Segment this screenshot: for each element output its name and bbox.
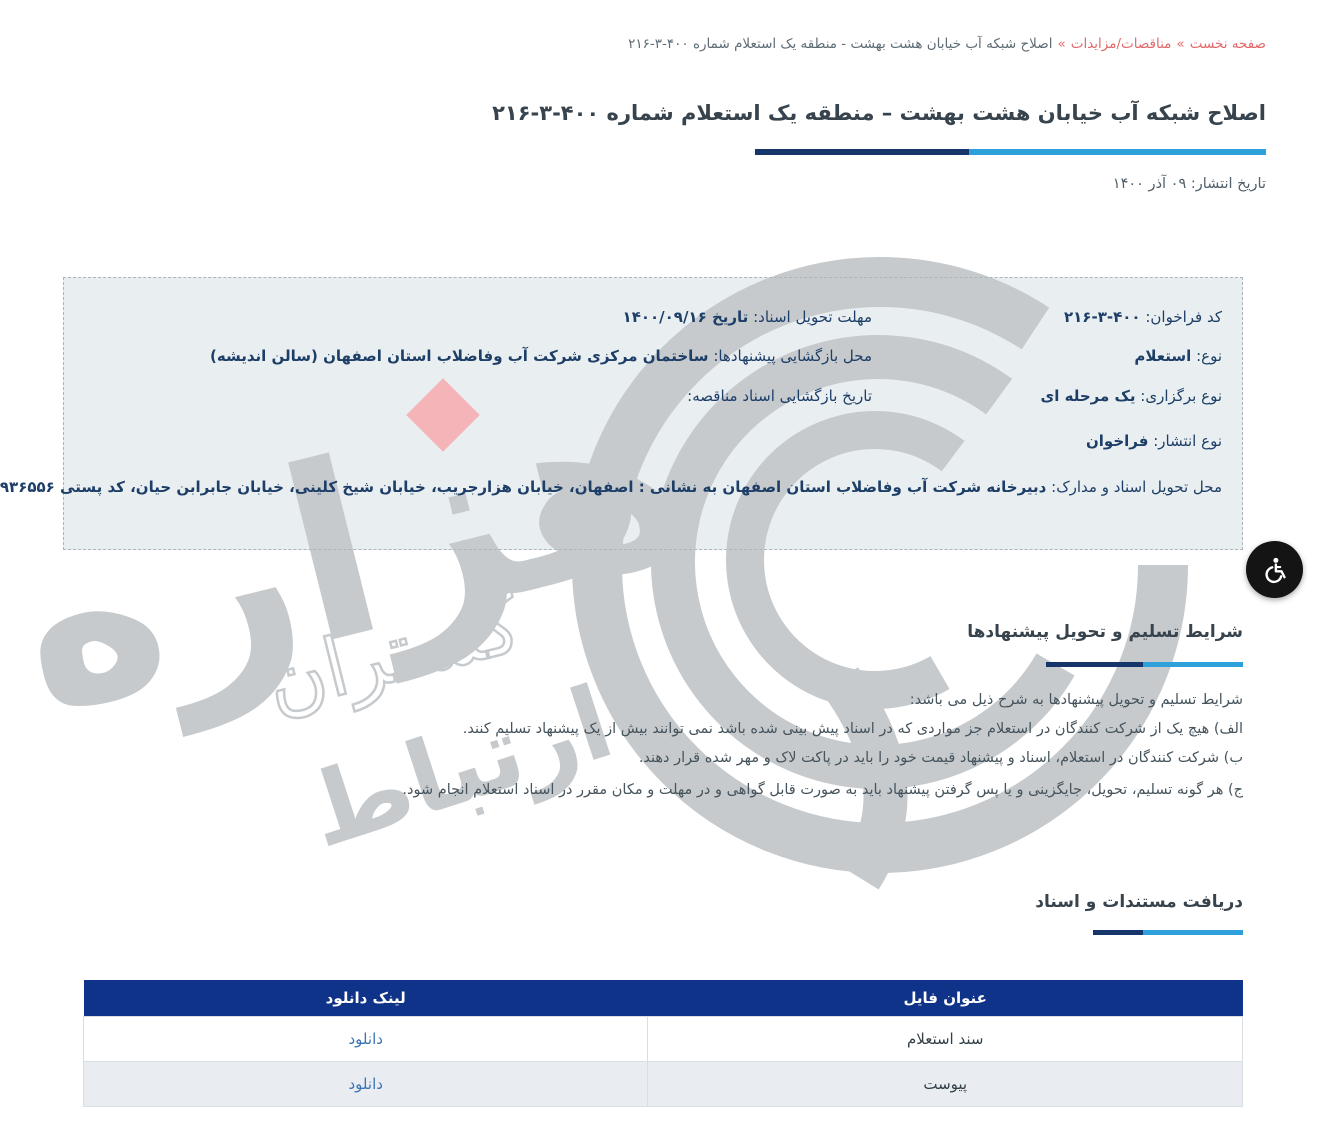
info-value: ساختمان مرکزی شرکت آب وفاضلاب استان اصفه… <box>210 347 709 365</box>
download-cell: دانلود <box>82 1060 649 1107</box>
info-label: نوع برگزاری: <box>1140 387 1222 405</box>
table-row: پیوست دانلود <box>82 1060 1243 1107</box>
breadcrumb-link-tenders[interactable]: مناقصات/مزایدات <box>1070 36 1172 52</box>
wheelchair-icon <box>1264 557 1286 583</box>
breadcrumb-current: اصلاح شبکه آب خیابان هشت بهشت - منطقه یک… <box>628 36 1053 52</box>
info-value: تاریخ ۱۴۰۰/۰۹/۱۶ <box>622 308 749 326</box>
info-value: یک مرحله ای <box>1040 387 1136 405</box>
watermark-word-ertebat: ارتباط <box>293 663 626 871</box>
info-row-opening-date: تاریخ بازگشایی اسناد مناقصه: <box>687 387 872 405</box>
terms-underline <box>1046 662 1243 667</box>
terms-heading: شرایط تسلیم و تحویل پیشنهادها <box>967 622 1243 642</box>
file-name-cell: پیوست <box>647 1060 1243 1107</box>
underline-light-segment <box>1143 930 1243 935</box>
info-label: نوع انتشار: <box>1153 432 1222 450</box>
terms-line: شرایط تسلیم و تحویل پیشنهادها به شرح ذیل… <box>909 692 1243 708</box>
documents-underline <box>1093 930 1243 935</box>
info-value: ۴۰۰-۳-۲۱۶ <box>1064 308 1141 326</box>
watermark-tail <box>822 667 908 890</box>
info-value: استعلام <box>1134 347 1192 365</box>
documents-heading: دریافت مستندات و اسناد <box>1035 892 1243 912</box>
file-name-cell: سند استعلام <box>647 1015 1243 1062</box>
breadcrumb-separator: » <box>1057 36 1066 52</box>
info-row-code: کد فراخوان: ۴۰۰-۳-۲۱۶ <box>1064 308 1222 326</box>
info-label: محل تحویل اسناد و مدارک: <box>1051 478 1222 496</box>
underline-light-segment <box>969 149 1266 155</box>
download-link[interactable]: دانلود <box>348 1074 383 1093</box>
watermark-word-gostaran: گستران <box>257 577 532 731</box>
download-cell: دانلود <box>82 1015 649 1062</box>
publish-date: تاریخ انتشار: ۰۹ آذر ۱۴۰۰ <box>1112 176 1266 192</box>
breadcrumb-separator: » <box>1176 36 1185 52</box>
info-row-delivery-place: محل تحویل اسناد و مدارک: دبیرخانه شرکت آ… <box>0 478 1222 496</box>
title-underline <box>755 149 1266 155</box>
table-header-file: عنوان فایل <box>647 980 1243 1016</box>
underline-dark-segment <box>1046 662 1143 667</box>
terms-line: ج) هر گونه تسلیم، تحویل، جایگزینی و یا پ… <box>402 782 1243 798</box>
downloads-table: عنوان فایل لینک دانلود سند استعلام دانلو… <box>82 980 1243 1107</box>
info-label: محل بازگشایی پیشنهادها: <box>713 347 872 365</box>
info-value: فراخوان <box>1085 432 1149 450</box>
info-row-opening-place: محل بازگشایی پیشنهادها: ساختمان مرکزی شر… <box>210 347 872 365</box>
breadcrumb: صفحه نخست»مناقصات/مزایدات»اصلاح شبکه آب … <box>628 36 1266 52</box>
terms-line: ب) شرکت کنندگان در استعلام، اسناد و پیشن… <box>638 750 1243 766</box>
table-row: سند استعلام دانلود <box>82 1015 1243 1062</box>
accessibility-button[interactable] <box>1246 541 1303 598</box>
info-row-type: نوع: استعلام <box>1134 347 1222 365</box>
download-link[interactable]: دانلود <box>348 1029 383 1048</box>
underline-dark-segment <box>755 149 969 155</box>
info-value: دبیرخانه شرکت آب وفاضلاب استان اصفهان به… <box>0 478 1047 496</box>
info-label: نوع: <box>1196 347 1222 365</box>
info-row-publish-type: نوع انتشار: فراخوان <box>1086 432 1222 450</box>
info-label: تاریخ بازگشایی اسناد مناقصه: <box>687 387 872 405</box>
info-row-deadline: مهلت تحویل اسناد: تاریخ ۱۴۰۰/۰۹/۱۶ <box>623 308 872 326</box>
table-header-link: لینک دانلود <box>83 980 648 1016</box>
info-label: مهلت تحویل اسناد: <box>753 308 872 326</box>
underline-light-segment <box>1143 662 1243 667</box>
terms-line: الف) هیچ یک از شرکت کنندگان در استعلام ج… <box>462 721 1243 737</box>
info-row-method: نوع برگزاری: یک مرحله ای <box>1041 387 1222 405</box>
info-box: کد فراخوان: ۴۰۰-۳-۲۱۶ نوع: استعلام نوع ب… <box>0 277 1243 550</box>
page-title: اصلاح شبکه آب خیابان هشت بهشت – منطقه یک… <box>492 101 1266 125</box>
table-header-row: عنوان فایل لینک دانلود <box>83 980 1243 1016</box>
underline-dark-segment <box>1093 930 1143 935</box>
breadcrumb-link-home[interactable]: صفحه نخست <box>1189 36 1266 52</box>
info-label: کد فراخوان: <box>1145 308 1222 326</box>
